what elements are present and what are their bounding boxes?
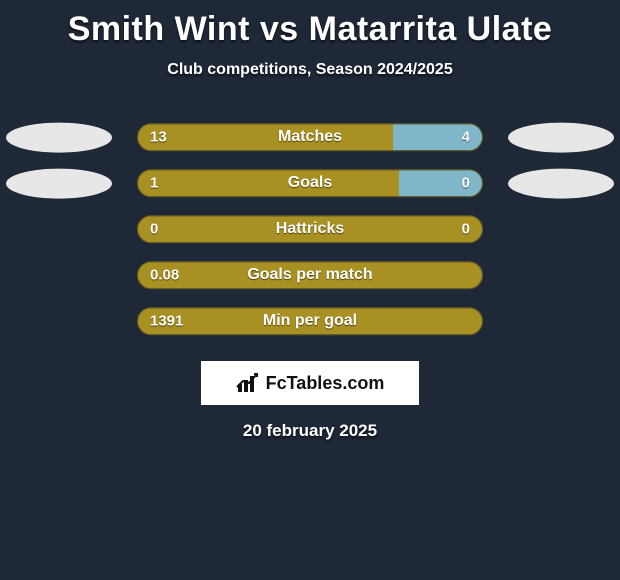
page-subtitle: Club competitions, Season 2024/2025 xyxy=(0,61,620,79)
footer-date: 20 february 2025 xyxy=(0,421,620,441)
bar-chart-icon xyxy=(236,372,262,394)
player-avatar-left xyxy=(6,169,112,199)
stat-bar: 1391Min per goal xyxy=(137,307,483,335)
logo-box: FcTables.com xyxy=(201,361,419,405)
stat-rows: 134Matches10Goals00Hattricks0.08Goals pe… xyxy=(0,117,620,347)
stat-value-right: 0 xyxy=(462,221,470,238)
stat-row: 134Matches xyxy=(0,117,620,163)
stat-row: 0.08Goals per match xyxy=(0,255,620,301)
stat-bar: 10Goals xyxy=(137,169,483,197)
stat-row: 1391Min per goal xyxy=(0,301,620,347)
player-avatar-left xyxy=(6,123,112,153)
stat-bar: 0.08Goals per match xyxy=(137,261,483,289)
stat-value-right: 0 xyxy=(462,175,470,192)
stat-value-left: 1 xyxy=(150,175,158,192)
stat-row: 00Hattricks xyxy=(0,209,620,255)
page-title: Smith Wint vs Matarrita Ulate xyxy=(0,0,620,49)
stat-bar-left xyxy=(138,308,482,334)
stat-value-left: 1391 xyxy=(150,313,183,330)
stat-bar-left xyxy=(138,216,482,242)
stat-value-right: 4 xyxy=(462,129,470,146)
stat-bar-left xyxy=(138,262,482,288)
stat-bar: 00Hattricks xyxy=(137,215,483,243)
stat-bar: 134Matches xyxy=(137,123,483,151)
logo-text: FcTables.com xyxy=(266,373,385,394)
player-avatar-right xyxy=(508,123,614,153)
stat-bar-left xyxy=(138,170,399,196)
stat-value-left: 13 xyxy=(150,129,167,146)
stat-bar-left xyxy=(138,124,393,150)
stat-value-left: 0.08 xyxy=(150,267,179,284)
stat-value-left: 0 xyxy=(150,221,158,238)
stat-row: 10Goals xyxy=(0,163,620,209)
player-avatar-right xyxy=(508,169,614,199)
